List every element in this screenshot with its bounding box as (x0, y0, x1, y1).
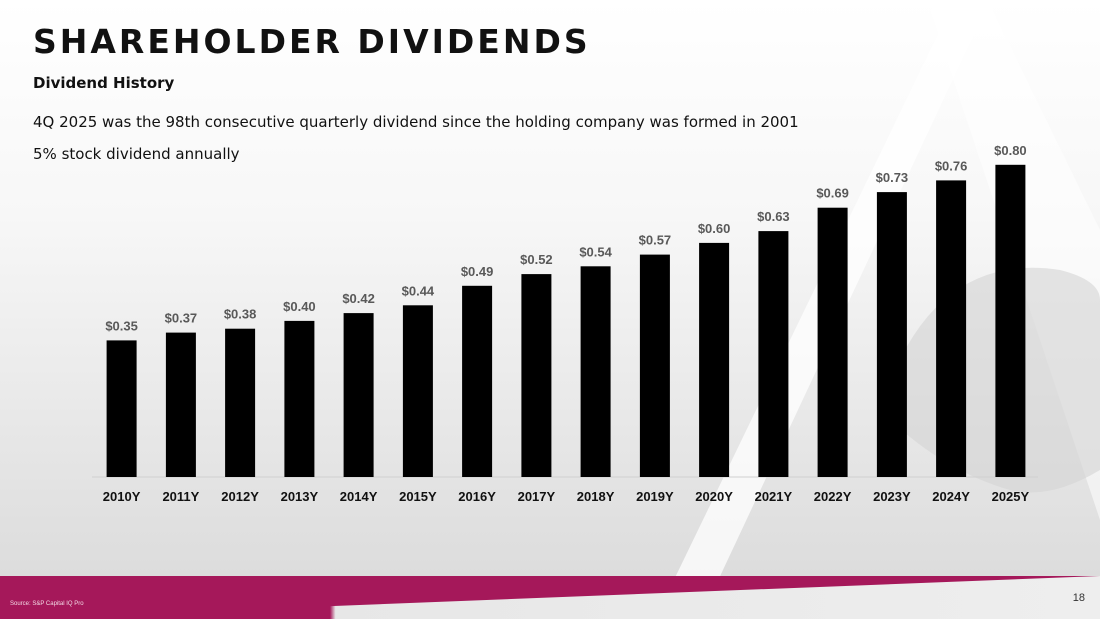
data-label-2017Y: $0.52 (520, 252, 553, 267)
x-tick-label-2018Y: 2018Y (577, 489, 615, 504)
data-label-2021Y: $0.63 (757, 209, 790, 224)
bar-2011Y (165, 332, 196, 477)
x-tick-label-2015Y: 2015Y (399, 489, 437, 504)
data-label-2016Y: $0.49 (461, 264, 494, 279)
x-tick-label-2020Y: 2020Y (695, 489, 733, 504)
data-label-2015Y: $0.44 (402, 283, 435, 298)
bar-2013Y (284, 320, 315, 477)
x-tick-label-2021Y: 2021Y (755, 489, 793, 504)
bar-2017Y (521, 274, 552, 477)
bar-2020Y (699, 242, 730, 477)
source-note: Source: S&P Capital IQ Pro (10, 601, 84, 607)
x-tick-label-2011Y: 2011Y (162, 489, 199, 504)
x-tick-label-2010Y: 2010Y (103, 489, 141, 504)
x-tick-label-2022Y: 2022Y (814, 489, 852, 504)
x-tick-label-2025Y: 2025Y (992, 489, 1030, 504)
note-stock-dividend: 5% stock dividend annually (33, 145, 240, 163)
bar-2012Y (225, 328, 256, 477)
data-label-2024Y: $0.76 (935, 158, 968, 173)
x-tick-label-2013Y: 2013Y (281, 489, 319, 504)
x-tick-label-2019Y: 2019Y (636, 489, 674, 504)
x-tick-label-2024Y: 2024Y (932, 489, 970, 504)
footer-accent (0, 576, 1100, 619)
section-subtitle: Dividend History (33, 74, 175, 92)
bar-2015Y (402, 305, 433, 477)
x-tick-label-2014Y: 2014Y (340, 489, 378, 504)
page-title: SHAREHOLDER DIVIDENDS (33, 22, 591, 61)
data-label-2018Y: $0.54 (579, 244, 612, 259)
x-tick-label-2012Y: 2012Y (221, 489, 259, 504)
footer-band (0, 576, 1100, 619)
bar-2024Y (936, 180, 967, 477)
bar-2022Y (817, 207, 848, 477)
bar-2016Y (462, 285, 493, 477)
page-number: 18 (1072, 592, 1085, 604)
bar-2021Y (758, 231, 789, 477)
data-label-2010Y: $0.35 (105, 318, 138, 333)
x-tick-label-2016Y: 2016Y (458, 489, 496, 504)
bar-2023Y (876, 192, 907, 477)
data-label-2020Y: $0.60 (698, 221, 731, 236)
note-consecutive-dividends: 4Q 2025 was the 98th consecutive quarter… (33, 113, 799, 131)
bar-2010Y (106, 340, 137, 477)
bar-2019Y (639, 254, 670, 477)
data-label-2014Y: $0.42 (342, 291, 375, 306)
data-label-2019Y: $0.57 (639, 233, 672, 248)
data-label-2011Y: $0.37 (165, 311, 198, 326)
data-label-2012Y: $0.38 (224, 307, 257, 322)
bar-2025Y (995, 164, 1026, 478)
data-label-2025Y: $0.80 (994, 143, 1027, 158)
x-tick-label-2017Y: 2017Y (518, 489, 556, 504)
logo-curve (880, 267, 1100, 493)
data-label-2022Y: $0.69 (816, 186, 849, 201)
bar-2018Y (580, 266, 611, 477)
data-label-2023Y: $0.73 (876, 170, 909, 185)
bar-2014Y (343, 313, 374, 477)
data-label-2013Y: $0.40 (283, 299, 316, 314)
x-tick-label-2023Y: 2023Y (873, 489, 911, 504)
